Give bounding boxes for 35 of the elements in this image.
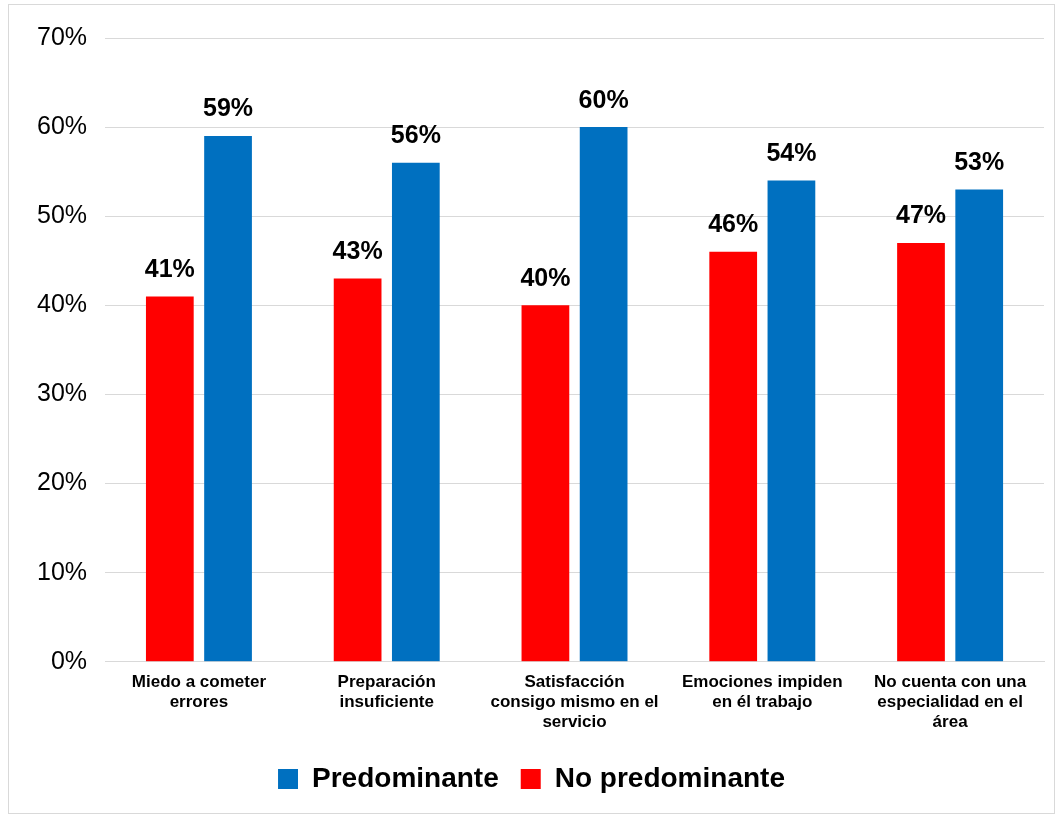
y-tick-label: 50%: [36, 200, 88, 229]
bar: [767, 180, 816, 662]
data-label: 60%: [578, 84, 629, 113]
data-label: 56%: [390, 120, 441, 149]
legend-label: Predominante: [312, 761, 499, 793]
data-label: 54%: [766, 137, 817, 166]
bar: [391, 162, 440, 662]
data-label: 53%: [954, 146, 1005, 175]
x-tick-label: No cuenta con una especialidad en el área: [874, 671, 1027, 732]
bar: [145, 296, 194, 662]
y-tick-label: 10%: [36, 556, 88, 585]
x-tick-label: Preparación insuficiente: [337, 671, 436, 712]
x-tick-label: Emociones impiden en él trabajo: [682, 671, 843, 712]
data-label: 59%: [203, 93, 254, 122]
y-tick-label: 20%: [36, 467, 88, 496]
data-label: 43%: [332, 236, 383, 264]
y-tick-label: 0%: [50, 645, 88, 674]
bar: [521, 305, 570, 662]
data-label: 46%: [708, 209, 759, 238]
bar: [897, 242, 945, 662]
y-tick-label: 40%: [36, 289, 88, 318]
bar: [204, 136, 252, 662]
bar: [955, 189, 1004, 662]
bar: [333, 278, 382, 662]
bar: [709, 251, 758, 662]
bar: [579, 127, 628, 662]
y-tick-label: 60%: [36, 111, 88, 139]
data-label: 40%: [520, 262, 571, 291]
legend-label: No predominante: [554, 761, 785, 793]
x-tick-label: Miedo a cometer errores: [131, 671, 267, 712]
x-tick-label: Satisfacción consigo mismo en el servicio: [490, 671, 659, 732]
y-tick-label: 30%: [36, 378, 88, 407]
data-label: 41%: [144, 253, 195, 282]
y-tick-label: 70%: [36, 21, 88, 50]
data-label: 47%: [895, 200, 947, 229]
